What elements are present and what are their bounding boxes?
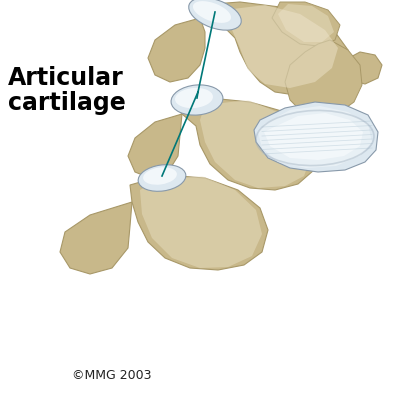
- Text: ©MMG 2003: ©MMG 2003: [72, 369, 152, 382]
- Ellipse shape: [171, 85, 223, 115]
- Polygon shape: [278, 4, 334, 42]
- Ellipse shape: [193, 1, 231, 23]
- Ellipse shape: [143, 167, 177, 185]
- Polygon shape: [175, 98, 318, 190]
- Polygon shape: [254, 102, 378, 172]
- Ellipse shape: [138, 165, 186, 191]
- Polygon shape: [272, 2, 340, 46]
- Ellipse shape: [175, 88, 213, 108]
- Polygon shape: [264, 113, 363, 160]
- Polygon shape: [285, 40, 362, 116]
- Polygon shape: [148, 18, 205, 82]
- Text: cartilage: cartilage: [8, 91, 126, 115]
- Polygon shape: [128, 114, 182, 178]
- Polygon shape: [342, 52, 382, 84]
- Polygon shape: [258, 106, 372, 168]
- Polygon shape: [198, 2, 348, 95]
- Polygon shape: [60, 202, 132, 274]
- Polygon shape: [200, 100, 312, 188]
- Ellipse shape: [189, 0, 241, 30]
- Polygon shape: [220, 5, 338, 88]
- Polygon shape: [312, 134, 352, 166]
- Text: Articular: Articular: [8, 66, 124, 90]
- Polygon shape: [140, 176, 262, 268]
- Polygon shape: [130, 175, 268, 270]
